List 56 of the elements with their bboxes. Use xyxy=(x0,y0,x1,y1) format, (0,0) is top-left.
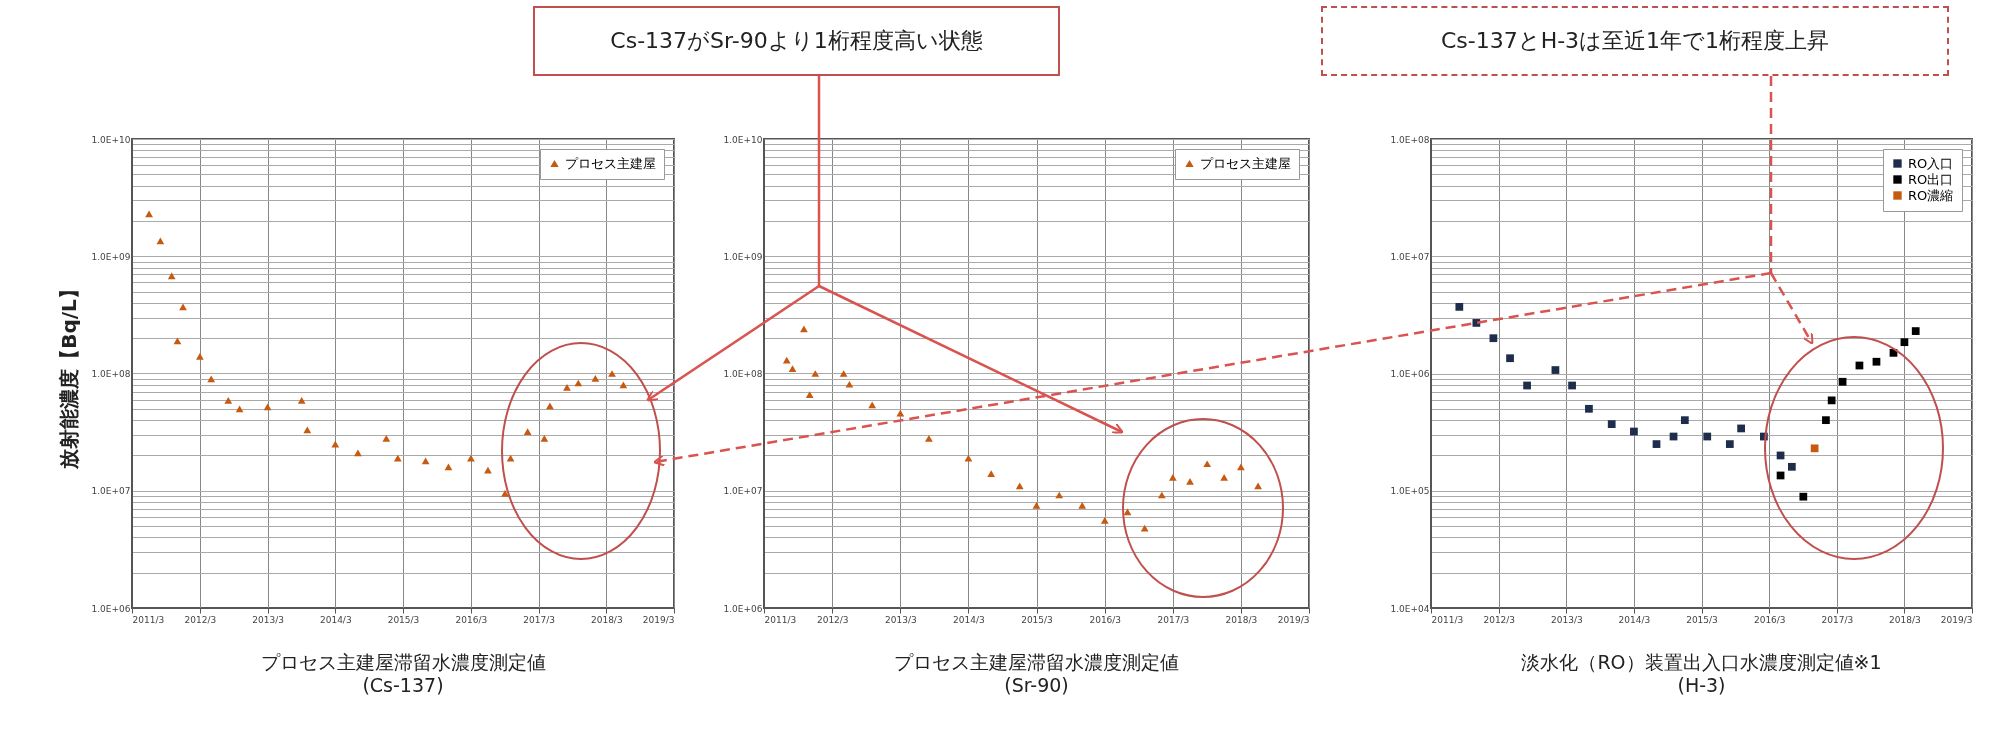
y-tick-label: 1.0E+05 xyxy=(1390,486,1430,497)
text: プロセス主建屋滞留水濃度測定値 xyxy=(894,651,1179,673)
x-tick-label: 2016/3 xyxy=(1753,614,1786,625)
x-tick-label: 2016/3 xyxy=(1089,614,1122,625)
y-tick-label: 1.0E+06 xyxy=(91,603,131,614)
legend-label: RO出口 xyxy=(1908,171,1954,187)
x-tick-label: 2013/3 xyxy=(252,614,284,625)
x-tick-label: 2014/3 xyxy=(953,614,985,625)
legend-label: プロセス主建屋 xyxy=(1200,155,1291,171)
legend-label: RO濃縮 xyxy=(1908,187,1954,203)
x-tick-label: 2012/3 xyxy=(184,614,217,625)
x-tick-label: 2019/3 xyxy=(1940,614,1973,625)
y-tick-label: 1.0E+08 xyxy=(723,369,763,379)
x-tick-label: 2012/3 xyxy=(1483,614,1516,625)
text: プロセス主建屋滞留水濃度測定値 xyxy=(260,651,546,673)
x-tick-label: 2015/3 xyxy=(387,614,420,625)
x-tick-label: 2015/3 xyxy=(1686,614,1718,625)
text: Cs-137がSr-90より1桁程度高い状態 xyxy=(533,6,1060,76)
y-tick-label: 1.0E+10 xyxy=(723,134,763,145)
y-tick-label: 1.0E+08 xyxy=(91,369,131,379)
y-tick-label: 1.0E+04 xyxy=(1390,603,1430,614)
legend-label: RO入口 xyxy=(1908,155,1954,171)
x-tick-label: 2018/3 xyxy=(1889,614,1921,625)
y-tick-label: 1.0E+07 xyxy=(723,486,763,497)
x-tick-label: 2013/3 xyxy=(885,614,917,625)
x-tick-label: 2016/3 xyxy=(455,614,488,625)
y-tick-label: 1.0E+06 xyxy=(1390,369,1430,379)
text: 淡水化（RO）装置出入口水濃度測定値※1 xyxy=(1521,651,1882,673)
x-tick-label: 2019/3 xyxy=(642,614,675,625)
y-tick-label: 1.0E+09 xyxy=(723,251,763,262)
text: Cs-137とH-3は至近1年で1桁程度上昇 xyxy=(1321,6,1949,76)
y-tick-label: 1.0E+09 xyxy=(91,251,131,262)
text: (Cs-137) xyxy=(362,674,444,696)
x-tick-label: 2012/3 xyxy=(816,614,849,625)
y-tick-label: 1.0E+06 xyxy=(723,603,763,614)
y-tick-label: 1.0E+07 xyxy=(91,486,131,497)
x-tick-label: 2018/3 xyxy=(1225,614,1258,625)
text: (H-3) xyxy=(1677,674,1726,696)
y-tick-label: 1.0E+08 xyxy=(1390,134,1430,145)
y-tick-label: 1.0E+10 xyxy=(91,134,131,145)
legend-label: プロセス主建屋 xyxy=(565,155,656,171)
x-tick-label: 2017/3 xyxy=(523,614,555,625)
x-tick-label: 2011/3 xyxy=(1431,614,1464,625)
x-tick-label: 2017/3 xyxy=(1821,614,1854,625)
x-tick-label: 2014/3 xyxy=(1618,614,1651,625)
x-tick-label: 2011/3 xyxy=(764,614,797,625)
x-tick-label: 2018/3 xyxy=(590,614,623,625)
y-tick-label: 1.0E+07 xyxy=(1390,251,1430,262)
x-tick-label: 2013/3 xyxy=(1551,614,1583,625)
text: (Sr-90) xyxy=(1004,674,1069,696)
x-tick-label: 2011/3 xyxy=(132,614,165,625)
y-axis-title: 放射能濃度【Bq/L】 xyxy=(56,279,81,470)
x-tick-label: 2017/3 xyxy=(1157,614,1190,625)
x-tick-label: 2019/3 xyxy=(1277,614,1310,625)
x-tick-label: 2014/3 xyxy=(319,614,352,625)
x-tick-label: 2015/3 xyxy=(1021,614,1053,625)
